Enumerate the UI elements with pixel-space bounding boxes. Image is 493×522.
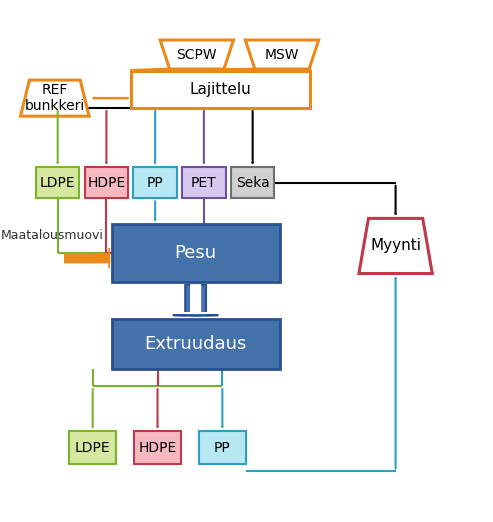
Text: Maatalousmuovi: Maatalousmuovi bbox=[1, 229, 104, 242]
Text: PET: PET bbox=[191, 176, 217, 190]
Text: PP: PP bbox=[147, 176, 164, 190]
Text: PP: PP bbox=[214, 441, 231, 455]
Polygon shape bbox=[246, 40, 318, 69]
Text: HDPE: HDPE bbox=[87, 176, 126, 190]
Bar bbox=[111, 318, 280, 369]
Bar bbox=[69, 431, 116, 464]
Text: HDPE: HDPE bbox=[139, 441, 176, 455]
Polygon shape bbox=[160, 40, 234, 69]
Text: Lajittelu: Lajittelu bbox=[190, 82, 251, 97]
Bar bbox=[134, 167, 177, 198]
Bar bbox=[134, 431, 181, 464]
Text: Seka: Seka bbox=[236, 176, 270, 190]
Bar bbox=[182, 167, 226, 198]
Bar bbox=[85, 167, 128, 198]
Text: MSW: MSW bbox=[265, 48, 299, 62]
Polygon shape bbox=[359, 218, 432, 274]
Text: REF
bunkkeri: REF bunkkeri bbox=[25, 83, 85, 113]
Text: LDPE: LDPE bbox=[40, 176, 75, 190]
Bar bbox=[36, 167, 79, 198]
Text: Myynti: Myynti bbox=[370, 239, 421, 254]
Text: LDPE: LDPE bbox=[75, 441, 110, 455]
Text: SCPW: SCPW bbox=[176, 48, 217, 62]
Text: Pesu: Pesu bbox=[175, 244, 217, 262]
Polygon shape bbox=[21, 80, 89, 116]
Bar bbox=[199, 431, 246, 464]
Bar bbox=[111, 224, 280, 282]
Bar bbox=[231, 167, 275, 198]
Text: Extruudaus: Extruudaus bbox=[144, 335, 247, 353]
Bar bbox=[131, 70, 311, 108]
